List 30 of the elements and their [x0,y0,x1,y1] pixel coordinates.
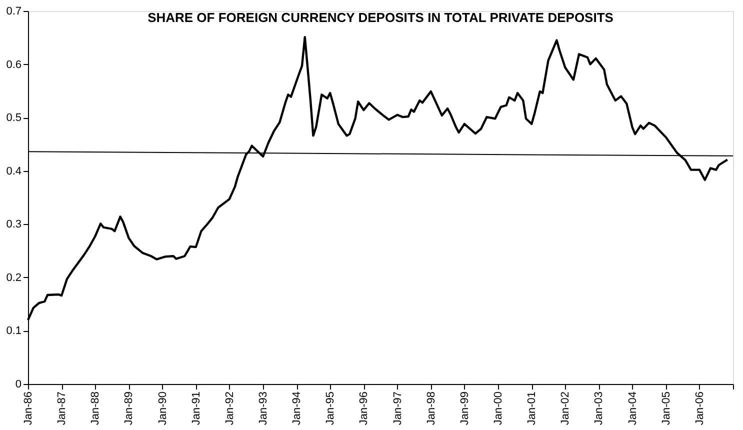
y-tick-label: 0.6 [6,58,22,71]
y-tick-label: 0.7 [6,6,22,18]
x-tick-label: Jan-92 [224,392,236,426]
y-tick-label: 0.3 [6,218,22,231]
x-tick-label: Jan-05 [660,392,672,426]
x-tick-label: Jan-96 [358,392,370,426]
chart-title: SHARE OF FOREIGN CURRENCY DEPOSITS IN TOTAL PRIVATE DEPOSITS [148,10,614,25]
y-tick-label: 0.1 [6,325,22,338]
x-tick-label: Jan-87 [56,392,68,426]
x-tick-label: Jan-97 [392,392,404,426]
x-tick-label: Jan-93 [258,392,270,426]
x-tick-label: Jan-04 [626,392,639,426]
x-tick-label: Jan-00 [492,392,504,426]
x-tick-label: Jan-95 [324,392,337,426]
x-tick-label: Jan-01 [526,392,538,426]
y-tick-label: 0.2 [6,272,22,284]
x-tick-label: Jan-86 [22,392,34,426]
x-tick-label: Jan-99 [458,392,471,426]
x-tick-label: Jan-03 [593,392,606,426]
y-tick-label: 0 [15,378,22,390]
y-tick-label: 0.4 [6,165,22,178]
x-tick-label: Jan-88 [90,392,102,426]
x-tick-label: Jan-90 [156,392,169,426]
x-tick-label: Jan-06 [694,392,706,426]
x-tick-label: Jan-02 [560,392,572,426]
x-tick-label: Jan-89 [123,392,136,426]
x-tick-label: Jan-91 [190,392,202,426]
x-tick-label: Jan-94 [291,392,304,426]
y-tick-label: 0.5 [6,112,22,124]
x-tick-label: Jan-98 [425,392,438,426]
